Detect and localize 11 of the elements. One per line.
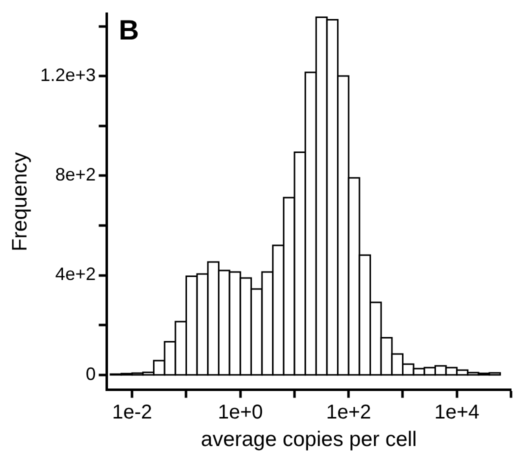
y-tick-label: 1.2e+3 <box>40 65 96 86</box>
y-axis-title: Frequency <box>8 152 32 252</box>
annotation: B <box>118 14 139 46</box>
x-axis-title: average copies per cell <box>200 428 417 452</box>
x-tick-label: 1e+0 <box>218 401 263 424</box>
y-tick-label: 0 <box>86 364 96 384</box>
x-tick-label: 1e+2 <box>326 401 372 424</box>
x-tick-label: 1e+4 <box>434 401 480 424</box>
y-tick-label: 8e+2 <box>55 164 96 185</box>
y-tick-label: 4e+2 <box>55 264 96 284</box>
x-tick-label: 1e-2 <box>112 401 152 424</box>
